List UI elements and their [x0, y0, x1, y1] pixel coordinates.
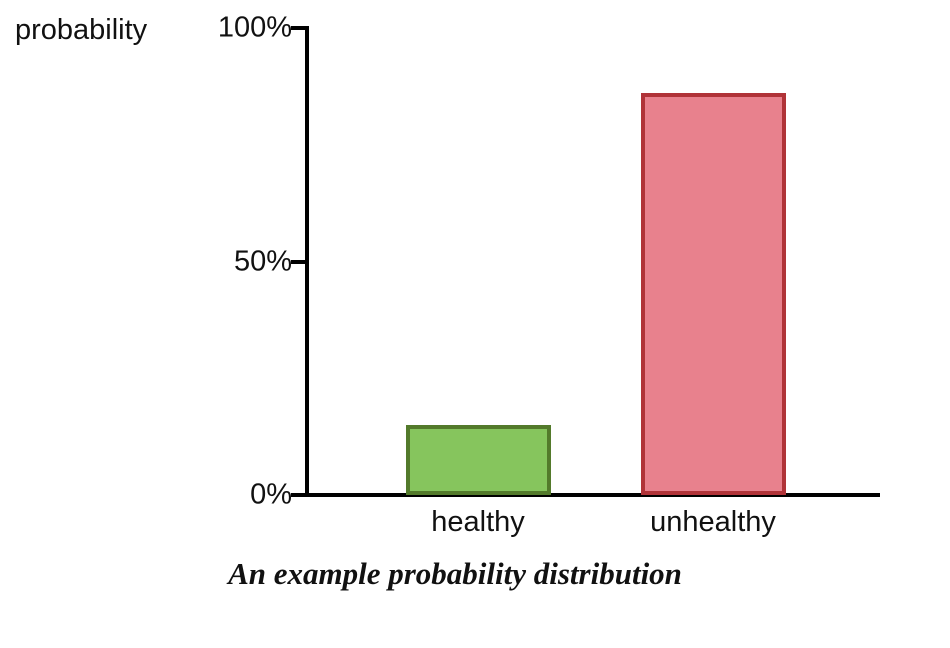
- bar-unhealthy: [640, 93, 786, 495]
- bar-healthy: [405, 424, 551, 495]
- y-tick-label: 50%: [233, 245, 292, 277]
- y-tick-mark: [291, 493, 307, 497]
- chart-caption: An example probability distribution: [228, 556, 682, 591]
- y-axis-line: [305, 26, 309, 497]
- x-axis-label-healthy: healthy: [431, 506, 525, 538]
- x-axis-label-unhealthy: unhealthy: [650, 506, 776, 538]
- y-axis-title: probability: [15, 14, 148, 46]
- y-tick-label: 100%: [217, 11, 292, 44]
- y-tick-mark: [291, 26, 307, 30]
- x-axis-line: [291, 493, 880, 497]
- y-tick-label: 0%: [250, 478, 292, 511]
- y-tick-mark: [291, 259, 307, 264]
